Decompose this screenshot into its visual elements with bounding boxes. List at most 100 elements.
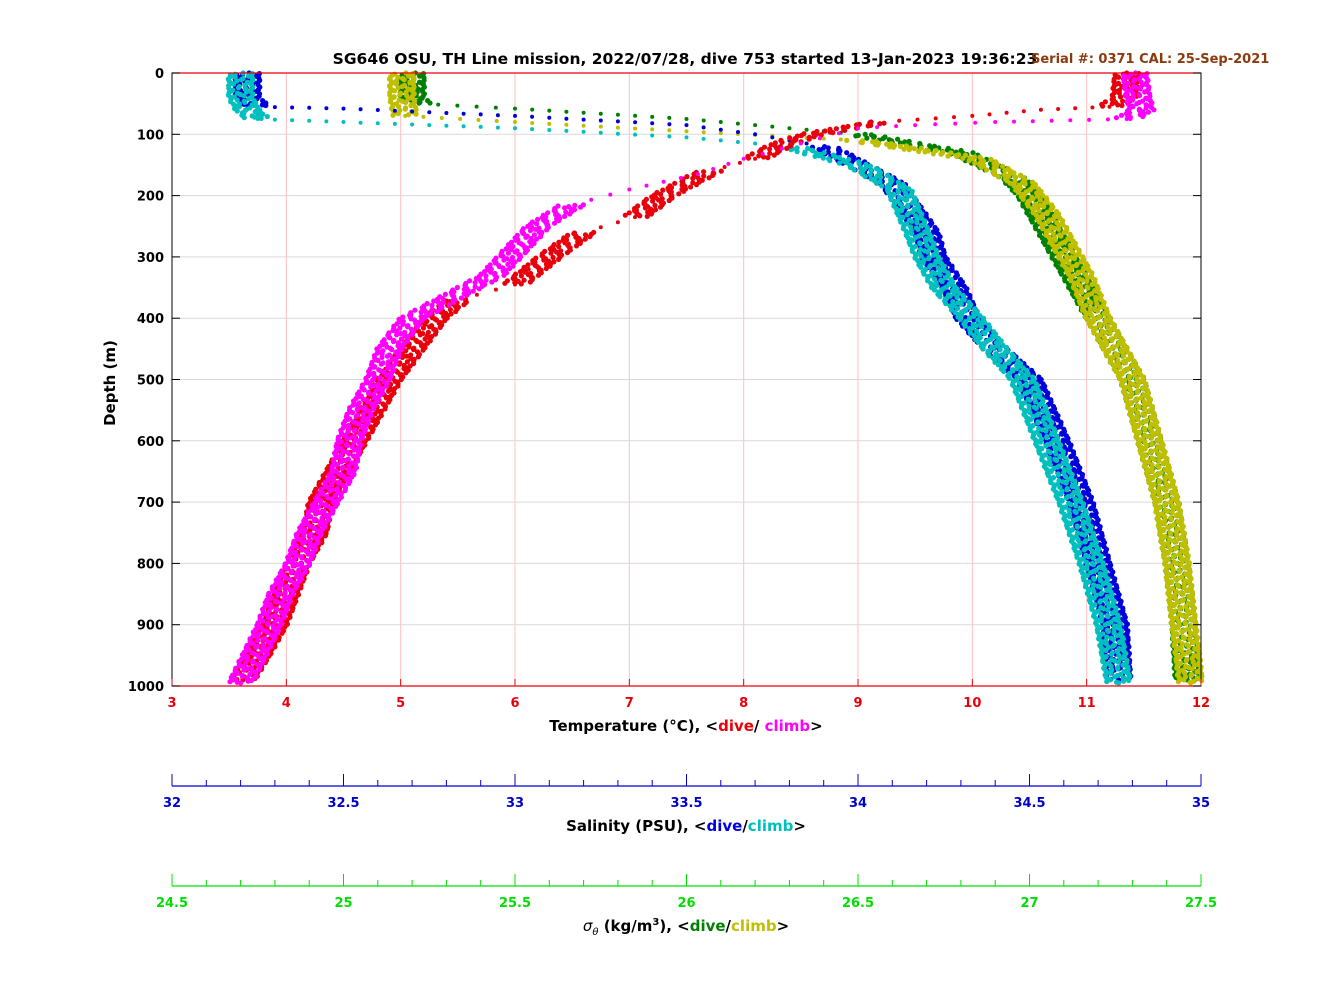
data-point [953,121,958,126]
data-point [1073,503,1079,509]
data-point [1030,196,1036,202]
data-point [398,376,404,383]
data-point [1098,584,1104,590]
data-point [711,167,716,171]
data-point [931,252,937,258]
data-point [885,172,891,178]
data-point [372,411,378,417]
data-point [897,143,904,149]
data-point [1053,248,1059,254]
data-point [1194,669,1200,675]
data-point [1145,408,1151,414]
data-point [871,134,877,141]
data-point [1076,476,1082,482]
data-point [1073,262,1079,269]
data-point [372,422,379,428]
data-point [1152,502,1159,508]
data-point [987,112,992,117]
data-point [1115,659,1121,665]
data-point [1088,570,1094,576]
data-point [1066,260,1072,266]
data-point [1117,375,1123,381]
data-point [954,153,960,160]
data-point [1001,353,1007,359]
data-point [358,120,363,125]
data-point [1034,443,1040,449]
data-point [382,406,388,412]
data-point [564,116,569,121]
data-point [1183,658,1189,664]
data-point [461,302,467,308]
data-point [666,197,672,204]
data-point [633,126,638,131]
data-point [1095,558,1101,564]
data-point [495,125,500,130]
data-point [403,99,409,105]
data-point [895,179,902,185]
data-point [474,292,479,297]
data-point [1026,403,1032,409]
data-point [1165,524,1171,530]
data-point [1114,633,1120,639]
data-point [1119,102,1125,109]
data-point [693,182,700,188]
data-point [1036,219,1042,225]
data-point [1134,383,1140,389]
data-point [1182,565,1188,571]
data-point [1188,673,1194,679]
data-point [853,133,859,139]
data-point [1137,86,1143,92]
data-point [1017,185,1024,191]
data-point [1135,416,1141,422]
data-point [887,144,893,150]
data-point [513,113,517,118]
data-point [1189,666,1195,672]
data-point [260,111,266,117]
data-point [927,264,933,270]
data-point [442,318,448,324]
data-point [1157,498,1163,504]
data-point [1181,677,1187,683]
data-point [1107,104,1112,109]
data-point [997,357,1003,364]
data-point [1044,210,1050,216]
data-point [399,354,406,360]
data-point [667,128,672,133]
salinity-climb-series [225,70,1133,686]
data-point [821,136,826,141]
data-point [951,291,957,297]
data-point [563,209,569,215]
data-point [521,277,527,283]
data-point [1146,479,1152,486]
data-point [650,127,655,132]
temperature-dive-series [229,70,1142,683]
data-point [1068,267,1074,273]
data-point [230,81,237,87]
data-point [427,324,433,330]
data-point [760,151,765,156]
data-point [851,167,857,173]
data-point [798,132,805,139]
data-point [988,156,994,162]
data-point [581,117,586,122]
data-point [1074,524,1081,530]
data-point [406,112,412,118]
data-point [598,130,603,135]
data-point [413,111,419,117]
data-point [985,327,991,333]
data-point [1079,277,1086,283]
data-point [627,187,632,192]
data-point [1179,628,1185,635]
data-point [978,164,985,170]
data-point [547,128,552,132]
data-point [937,272,943,278]
data-point [995,174,1001,180]
data-point [1168,531,1174,537]
data-point [1032,399,1038,405]
data-point [1091,330,1097,336]
data-point [867,163,874,169]
data-point [1149,441,1155,448]
data-point [885,189,892,196]
data-point [745,155,752,161]
data-point [788,143,794,149]
